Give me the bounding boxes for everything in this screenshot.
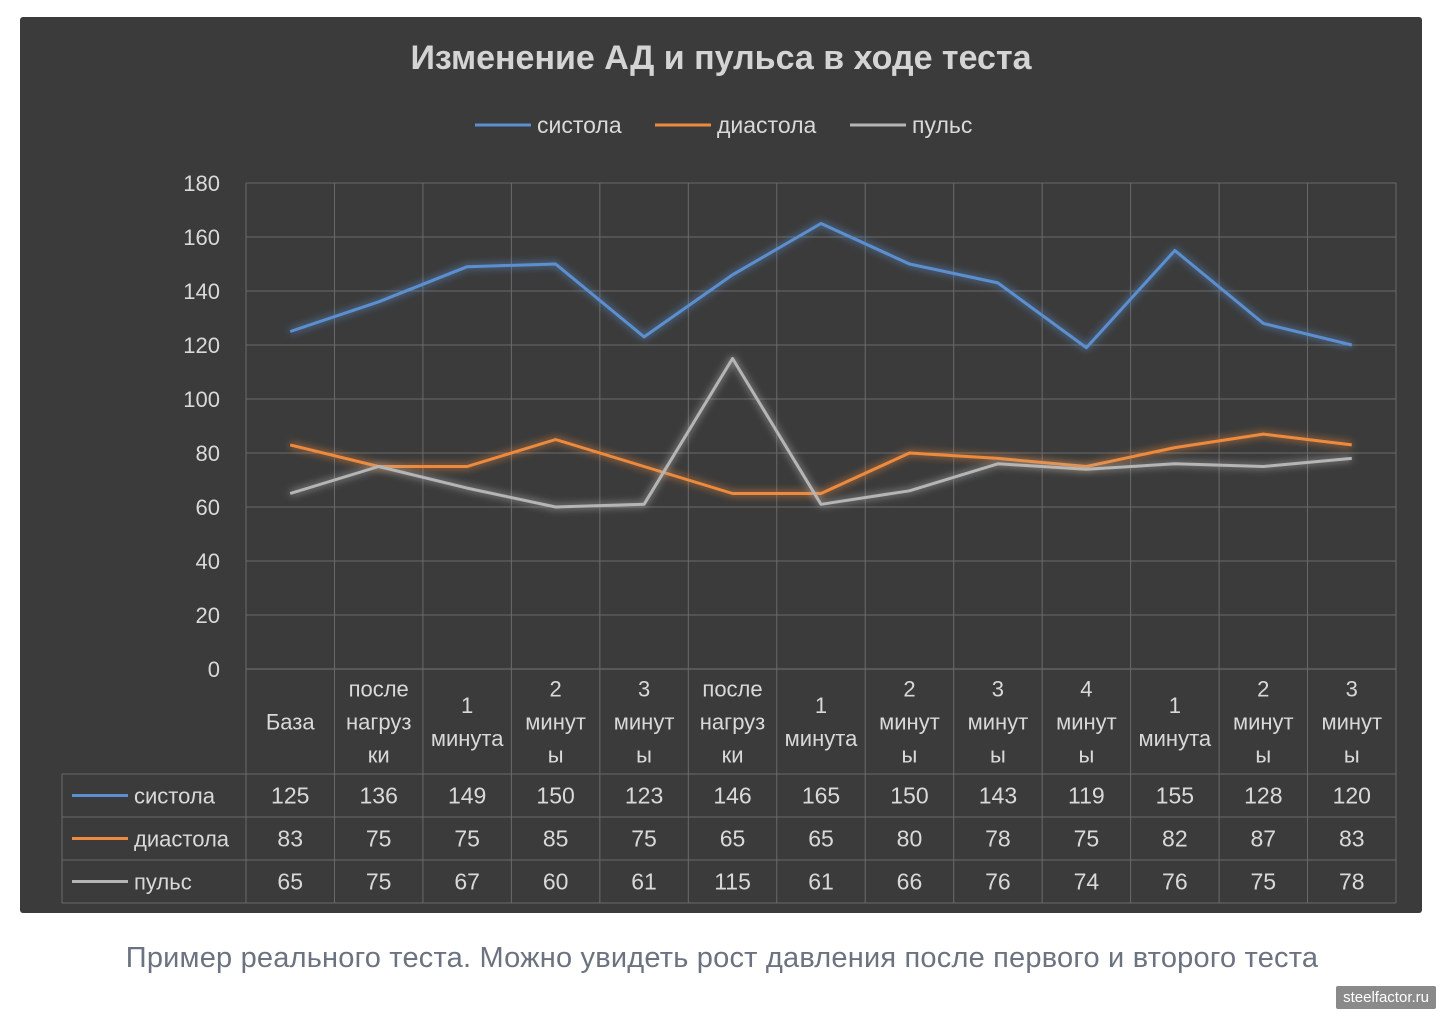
table-data-value: 146 bbox=[713, 783, 751, 809]
table-data-value: 75 bbox=[1074, 826, 1100, 852]
series-line-1 bbox=[289, 222, 1353, 350]
figure-caption: Пример реального теста. Можно увидеть ро… bbox=[125, 942, 1319, 974]
x-tick-label: ы bbox=[902, 743, 918, 768]
table-data-value: 67 bbox=[454, 869, 480, 895]
y-tick-label: 160 bbox=[183, 225, 220, 250]
table-data-value: 165 bbox=[802, 783, 840, 809]
table-data-value: 136 bbox=[360, 783, 398, 809]
series-line-3 bbox=[289, 357, 1352, 509]
x-tick-label: ы bbox=[1078, 743, 1094, 768]
x-tick-label: минута bbox=[1139, 726, 1212, 751]
table-data-value: 150 bbox=[890, 783, 928, 809]
table-data-value: 65 bbox=[277, 869, 303, 895]
table-data-value: 75 bbox=[454, 826, 480, 852]
table-data-value: 143 bbox=[979, 783, 1017, 809]
table-data-value: 82 bbox=[1162, 826, 1188, 852]
table-data-value: 128 bbox=[1244, 783, 1282, 809]
y-tick-label: 180 bbox=[183, 171, 220, 196]
table-data-value: 65 bbox=[808, 826, 834, 852]
x-tick-label: ы bbox=[1255, 743, 1271, 768]
table-data-value: 75 bbox=[1251, 869, 1277, 895]
y-tick-label: 20 bbox=[196, 603, 220, 628]
x-tick-label: 4 bbox=[1080, 677, 1092, 702]
x-tick-label: минут bbox=[968, 710, 1029, 735]
chart-panel: 0 20 40 60 80 100 120 140 160 180 База после нагруз к… bbox=[20, 17, 1422, 913]
x-tick-label: ы bbox=[636, 743, 652, 768]
table-data-value: 85 bbox=[543, 826, 569, 852]
table-data-value: 75 bbox=[366, 826, 392, 852]
x-tick-label: 2 bbox=[903, 677, 915, 702]
y-tick-label: 60 bbox=[196, 495, 220, 520]
table-data-value: 120 bbox=[1333, 783, 1371, 809]
table-data-value: 125 bbox=[271, 783, 309, 809]
site-watermark[interactable]: steelfactor.ru bbox=[1336, 986, 1436, 1009]
y-tick-label: 80 bbox=[196, 441, 220, 466]
x-tick-label: нагруз bbox=[346, 710, 411, 735]
x-tick-label: ы bbox=[990, 743, 1006, 768]
x-tick-label: ы bbox=[548, 743, 564, 768]
x-tick-label: минут bbox=[525, 710, 586, 735]
table-data-value: 119 bbox=[1068, 783, 1105, 809]
table-data-value: 75 bbox=[366, 869, 392, 895]
table-data-value: 155 bbox=[1156, 783, 1194, 809]
table-data-value: 74 bbox=[1074, 869, 1100, 895]
y-tick-label: 100 bbox=[183, 387, 220, 412]
x-tick-label: после bbox=[349, 677, 409, 702]
y-tick-label: 120 bbox=[183, 333, 220, 358]
x-tick-label: после bbox=[702, 677, 762, 702]
x-tick-label: минута bbox=[785, 726, 858, 751]
x-tick-label: 1 bbox=[1169, 693, 1181, 718]
table-data-value: 83 bbox=[277, 826, 303, 852]
y-tick-label: 40 bbox=[196, 549, 220, 574]
table-data-value: 61 bbox=[808, 869, 834, 895]
x-tick-label: минут bbox=[1321, 710, 1382, 735]
legend-label: систола bbox=[537, 112, 622, 138]
table-data-value: 76 bbox=[985, 869, 1011, 895]
x-tick-label: минут bbox=[879, 710, 940, 735]
x-tick-label: 2 bbox=[1257, 677, 1269, 702]
x-tick-label: 1 bbox=[461, 693, 473, 718]
x-tick-label: ки bbox=[368, 743, 390, 768]
x-tick-label: База bbox=[266, 710, 316, 735]
y-tick-label: 140 bbox=[183, 279, 220, 304]
table-series-name: пульс bbox=[134, 870, 192, 895]
legend-label: диастола bbox=[717, 112, 817, 138]
table-data-value: 76 bbox=[1162, 869, 1188, 895]
series-line-2 bbox=[289, 432, 1352, 495]
table-series-name: диастола bbox=[134, 827, 230, 852]
table-data-value: 80 bbox=[897, 826, 923, 852]
table-data-value: 65 bbox=[720, 826, 746, 852]
table-data-value: 115 bbox=[714, 869, 751, 895]
y-tick-label: 0 bbox=[208, 657, 220, 682]
table-data-value: 83 bbox=[1339, 826, 1365, 852]
x-tick-label: минут bbox=[614, 710, 675, 735]
table-data-value: 78 bbox=[1339, 869, 1365, 895]
legend-label: пульс bbox=[912, 112, 972, 138]
table-data-value: 149 bbox=[448, 783, 486, 809]
table-data-value: 150 bbox=[536, 783, 574, 809]
x-tick-label: ы bbox=[1344, 743, 1360, 768]
x-tick-label: ки bbox=[722, 743, 744, 768]
table-data-value: 123 bbox=[625, 783, 663, 809]
table-data-value: 87 bbox=[1251, 826, 1277, 852]
x-tick-label: 2 bbox=[549, 677, 561, 702]
chart-title: Изменение АД и пульса в ходе теста bbox=[410, 39, 1032, 77]
x-tick-label: 3 bbox=[638, 677, 650, 702]
x-tick-label: минут bbox=[1056, 710, 1117, 735]
x-tick-label: 1 bbox=[815, 693, 827, 718]
x-tick-label: 3 bbox=[992, 677, 1004, 702]
x-tick-label: минута bbox=[431, 726, 504, 751]
table-data-value: 61 bbox=[631, 869, 657, 895]
table-data-value: 66 bbox=[897, 869, 923, 895]
table-series-name: систола bbox=[134, 784, 216, 809]
x-tick-label: 3 bbox=[1346, 677, 1358, 702]
x-tick-label: нагруз bbox=[700, 710, 765, 735]
table-data-value: 60 bbox=[543, 869, 569, 895]
table-data-value: 78 bbox=[985, 826, 1011, 852]
table-data-value: 75 bbox=[631, 826, 657, 852]
x-tick-label: минут bbox=[1233, 710, 1294, 735]
line-chart: 020406080100120140160180Базапосленагрузк… bbox=[61, 39, 1397, 904]
